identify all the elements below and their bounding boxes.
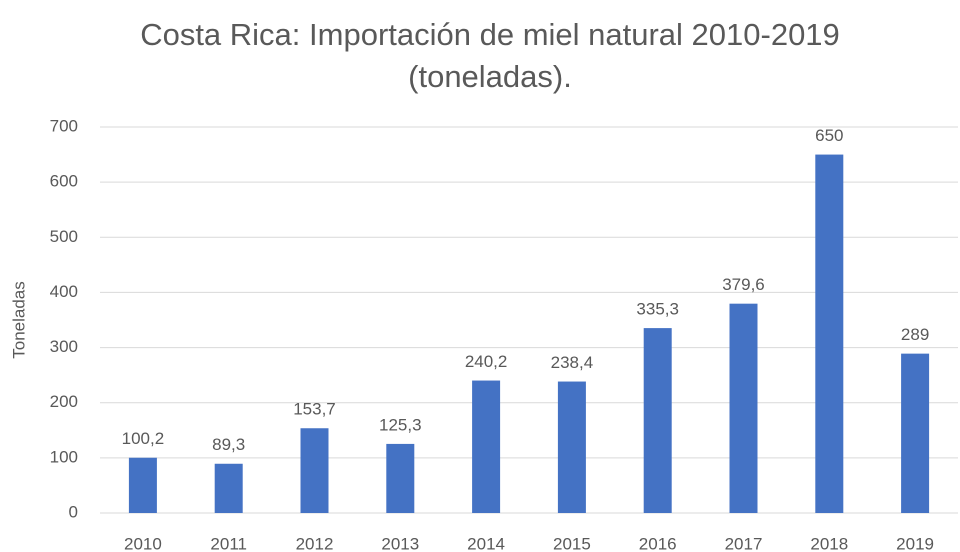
x-tick-label: 2017 [725, 534, 763, 552]
value-label: 100,2 [122, 429, 165, 448]
y-tick-label: 100 [50, 447, 78, 466]
y-tick-label: 0 [69, 502, 78, 521]
value-label: 650 [815, 126, 843, 145]
value-label: 238,4 [551, 353, 594, 372]
y-tick-label: 500 [50, 227, 78, 246]
chart-title: Costa Rica: Importación de miel natural … [140, 17, 840, 94]
x-tick-label: 2016 [639, 534, 677, 552]
x-tick-label: 2014 [467, 534, 505, 552]
value-label: 379,6 [722, 275, 765, 294]
bar [901, 353, 930, 513]
x-tick-label: 2011 [210, 534, 247, 552]
value-label: 125,3 [379, 415, 422, 434]
bar [643, 328, 672, 513]
bar [815, 154, 844, 514]
y-tick-label: 200 [50, 392, 78, 411]
bar [300, 428, 329, 513]
x-tick-label: 2013 [381, 534, 419, 552]
x-tick-label: 2019 [896, 534, 934, 552]
bar [472, 380, 501, 513]
bar [729, 303, 758, 513]
y-tick-label: 700 [50, 116, 78, 135]
value-label: 240,2 [465, 352, 508, 371]
x-tick-label: 2018 [810, 534, 848, 552]
bar [214, 463, 243, 513]
y-axis-label: Toneladas [9, 281, 28, 359]
value-label: 335,3 [636, 300, 679, 319]
x-tick-label: 2010 [124, 534, 162, 552]
x-tick-label: 2012 [296, 534, 334, 552]
bar [128, 457, 157, 513]
y-tick-label: 600 [50, 172, 78, 191]
value-label: 89,3 [212, 435, 245, 454]
y-tick-label: 400 [50, 282, 78, 301]
y-tick-label: 300 [50, 337, 78, 356]
bar [557, 381, 586, 513]
value-label: 153,7 [293, 400, 336, 419]
x-tick-label: 2015 [553, 534, 591, 552]
value-label: 289 [901, 325, 929, 344]
bar [386, 443, 415, 513]
